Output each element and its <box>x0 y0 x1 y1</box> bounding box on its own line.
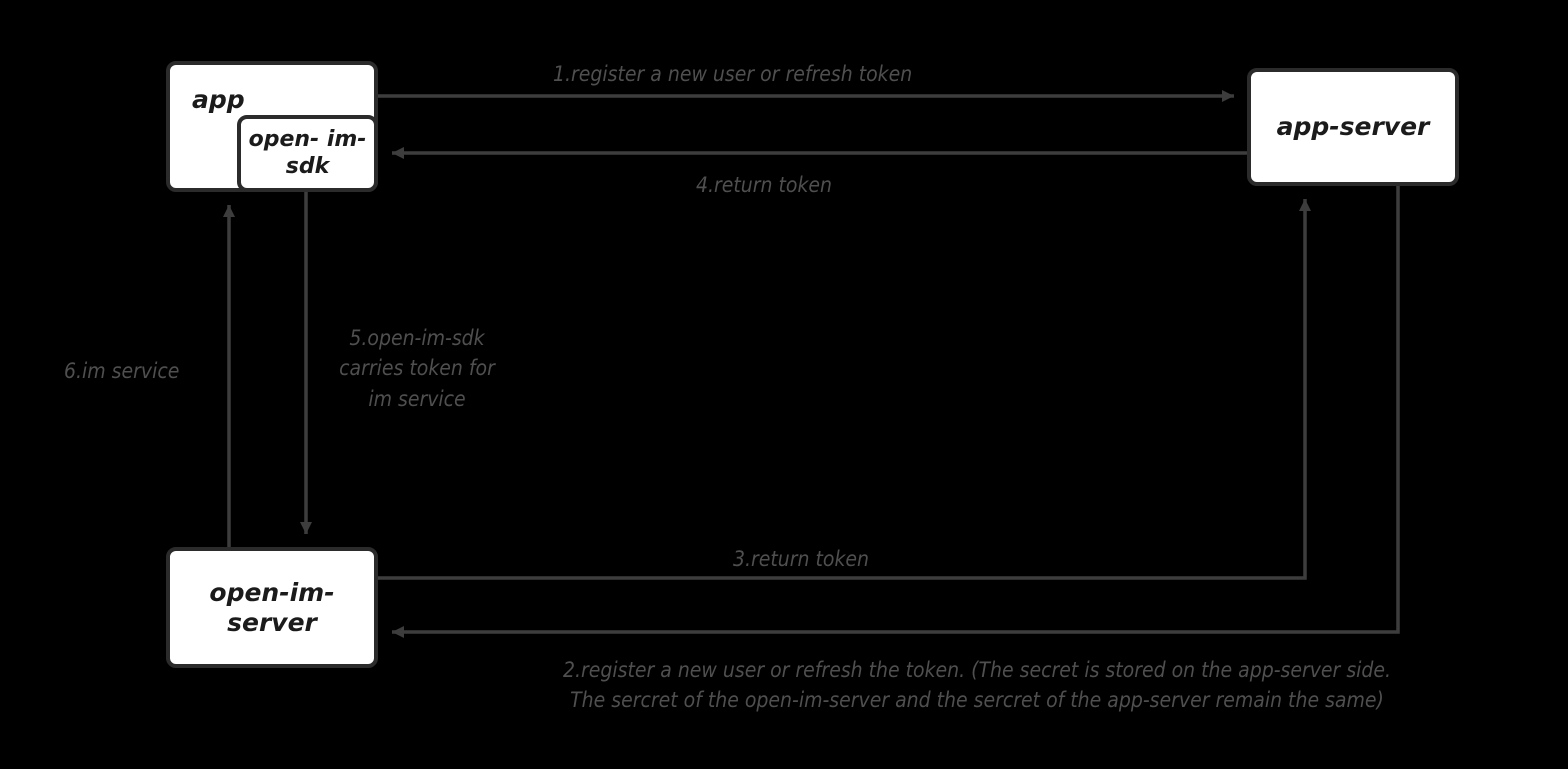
node-open-im-sdk-label: open- im-sdk <box>248 127 367 179</box>
node-open-im-sdk[interactable]: open- im-sdk <box>237 115 378 192</box>
node-open-im-server-label: open-im- server <box>209 577 335 637</box>
node-app-label: app <box>192 85 245 114</box>
connector-step2 <box>392 186 1400 638</box>
connector-step3 <box>378 199 1311 580</box>
edge-label-step4: 4.return token <box>696 173 833 197</box>
edge-label-step6: 6.im service <box>64 359 180 383</box>
edge-label-step3: 3.return token <box>733 547 870 571</box>
node-open-im-server[interactable]: open-im- server <box>166 547 378 668</box>
edge-label-step2: 2.register a new user or refresh the tok… <box>562 658 1392 713</box>
edge-label-step5: 5.open-im-sdk carries token for im servi… <box>339 326 495 411</box>
node-app-server-label: app-server <box>1276 112 1430 141</box>
edge-label-step1: 1.register a new user or refresh token <box>553 62 913 86</box>
node-app-server[interactable]: app-server <box>1247 68 1459 186</box>
